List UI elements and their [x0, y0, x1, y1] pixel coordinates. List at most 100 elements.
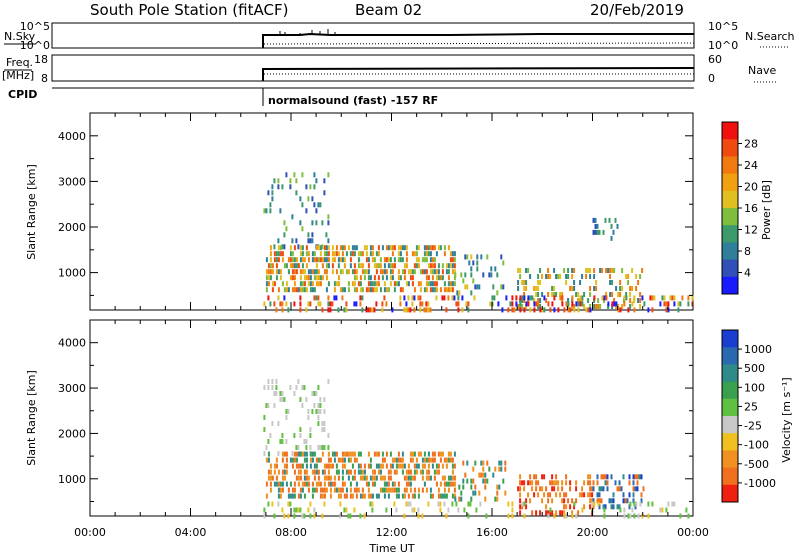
power-cell [325, 263, 328, 269]
velocity-cell [633, 501, 636, 507]
power-cell [470, 266, 473, 272]
velocity-cell [547, 498, 550, 504]
power-cell [397, 275, 400, 281]
velocity-cell [317, 445, 320, 450]
velocity-cell [415, 469, 418, 475]
velocity-cell [349, 493, 352, 499]
power-cell [599, 304, 602, 309]
power-cell [466, 284, 469, 290]
velocity-cell [269, 433, 272, 438]
power-cell [539, 298, 542, 303]
power-cell [494, 266, 497, 272]
velocity-cell [327, 469, 330, 475]
velocity-cell [479, 501, 482, 507]
power-cell [567, 307, 570, 313]
velocity-cell [357, 463, 360, 469]
power-cell [614, 217, 617, 223]
velocity-cell [277, 481, 280, 487]
power-cell [375, 269, 378, 275]
power-cell [527, 301, 530, 307]
power-cell [369, 251, 372, 257]
velocity-cell [331, 451, 334, 457]
velocity-cell [343, 451, 346, 457]
velocity-cell [359, 475, 362, 481]
velocity-cell [357, 451, 360, 457]
velocity-cell [441, 451, 444, 457]
power-cell [315, 220, 318, 226]
velocity-cell [369, 493, 372, 499]
power-cell [299, 281, 302, 287]
power-cell [631, 286, 634, 291]
power-cell [553, 307, 556, 313]
power-cell [611, 280, 614, 285]
velocity-cell [474, 484, 477, 490]
velocity-cell [267, 439, 270, 444]
velocity-cell [553, 486, 556, 492]
power-cell [301, 202, 304, 208]
power-cell [551, 301, 554, 307]
power-cell [367, 287, 370, 293]
velocity-cell [299, 427, 302, 432]
power-cell [273, 301, 276, 307]
power-cell [585, 268, 588, 273]
velocity-cell [423, 451, 426, 457]
power-cell [313, 295, 316, 301]
power-cell [341, 257, 344, 263]
power-cell [425, 275, 428, 281]
velocity-cell [367, 481, 370, 487]
power-cell [431, 287, 434, 293]
power-cell [399, 275, 402, 281]
power-cell [299, 275, 302, 281]
velocity-cell [427, 451, 430, 457]
power-cell [671, 295, 674, 301]
velocity-cbar-segment [722, 364, 738, 383]
power-cell [415, 245, 418, 251]
velocity-cell [498, 460, 501, 466]
power-cell [311, 196, 314, 202]
velocity-cell [467, 501, 470, 507]
power-cell [517, 268, 520, 273]
power-cell [561, 292, 564, 297]
velocity-cell [381, 451, 384, 457]
power-cell [311, 238, 314, 244]
power-cell [269, 301, 272, 307]
power-cell [301, 245, 304, 251]
velocity-cell [317, 403, 320, 408]
velocity-cell [565, 474, 568, 480]
power-cell [307, 196, 310, 202]
power-cell [565, 301, 568, 307]
velocity-cell [555, 510, 558, 516]
power-cell [563, 307, 566, 313]
power-cbar-segment [722, 208, 738, 226]
velocity-scatter [263, 379, 690, 519]
velocity-cell [341, 469, 344, 475]
power-cell [577, 301, 580, 307]
power-cell [271, 287, 274, 293]
power-cell [309, 287, 312, 293]
power-cell [315, 257, 318, 263]
velocity-cell [347, 451, 350, 457]
velocity-cell [521, 480, 524, 486]
power-cell [557, 307, 560, 313]
power-cell [577, 307, 580, 313]
power-cell [373, 257, 376, 263]
velocity-cell [561, 498, 564, 504]
power-cell [327, 295, 330, 301]
power-cell [609, 268, 612, 273]
power-cell [543, 295, 546, 301]
power-cell [421, 257, 424, 263]
velocity-cell [665, 507, 668, 513]
power-cell [423, 257, 426, 263]
velocity-cell [417, 513, 420, 519]
velocity-cell [323, 445, 326, 450]
power-cell [275, 251, 278, 257]
time-tick-label: 08:00 [275, 526, 307, 539]
velocity-cell [285, 469, 288, 475]
velocity-cell [335, 451, 338, 457]
velocity-cell [673, 501, 676, 507]
velocity-cell [523, 486, 526, 492]
power-cell [486, 254, 489, 260]
velocity-cell [319, 493, 322, 499]
velocity-cell [557, 486, 560, 492]
